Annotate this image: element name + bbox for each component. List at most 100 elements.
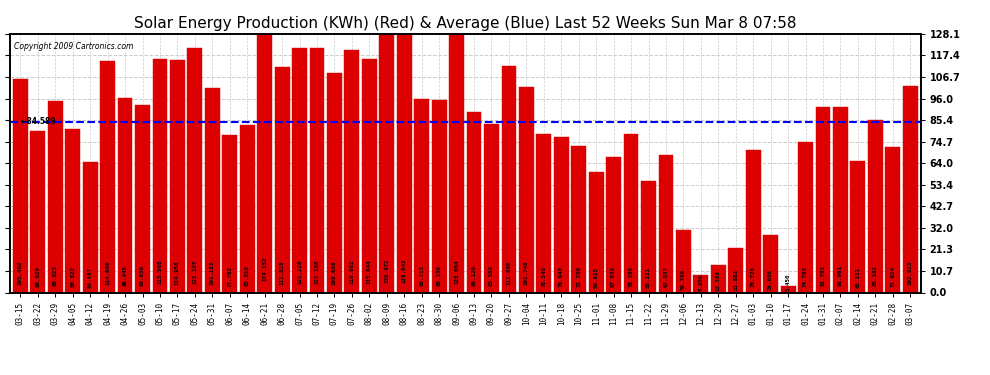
- Bar: [642, 181, 656, 292]
- Text: 28.698: 28.698: [768, 269, 773, 290]
- Text: 121.168: 121.168: [315, 260, 320, 284]
- Bar: [170, 60, 185, 292]
- Bar: [274, 67, 289, 292]
- Bar: [205, 88, 220, 292]
- Bar: [310, 48, 325, 292]
- Text: 70.726: 70.726: [750, 266, 755, 287]
- Bar: [345, 50, 359, 292]
- Text: 136.472: 136.472: [384, 259, 389, 283]
- Text: 95.023: 95.023: [52, 265, 57, 286]
- Text: 111.828: 111.828: [279, 260, 284, 285]
- Title: Solar Energy Production (KWh) (Red) & Average (Blue) Last 52 Weeks Sun Mar 8 07:: Solar Energy Production (KWh) (Red) & Av…: [134, 16, 797, 31]
- Bar: [624, 134, 639, 292]
- Bar: [763, 234, 778, 292]
- Bar: [745, 150, 760, 292]
- Text: 21.882: 21.882: [734, 269, 739, 290]
- Text: 76.940: 76.940: [558, 266, 563, 287]
- Text: 64.487: 64.487: [88, 267, 93, 288]
- Text: 78.540: 78.540: [542, 266, 546, 287]
- Bar: [537, 134, 551, 292]
- Bar: [187, 48, 202, 292]
- Text: 101.183: 101.183: [210, 261, 215, 285]
- Text: 74.705: 74.705: [803, 266, 808, 287]
- Text: 91.761: 91.761: [821, 265, 826, 286]
- Bar: [152, 59, 167, 292]
- Bar: [885, 147, 900, 292]
- Text: 101.748: 101.748: [524, 261, 529, 285]
- Bar: [223, 135, 238, 292]
- Text: 85.182: 85.182: [873, 266, 878, 286]
- Bar: [484, 124, 499, 292]
- Text: 93.030: 93.030: [140, 265, 145, 286]
- Text: 114.699: 114.699: [105, 260, 110, 285]
- Text: 121.107: 121.107: [192, 260, 197, 284]
- Bar: [327, 73, 342, 292]
- Text: 71.924: 71.924: [890, 266, 895, 287]
- Bar: [798, 142, 813, 292]
- Bar: [833, 107, 847, 292]
- Bar: [553, 137, 568, 292]
- Text: 105.492: 105.492: [18, 261, 23, 285]
- Text: 95.156: 95.156: [437, 265, 442, 286]
- Text: 121.220: 121.220: [297, 260, 302, 284]
- Text: 91.961: 91.961: [838, 265, 842, 286]
- Text: 8.650: 8.650: [698, 273, 703, 291]
- Text: ←84.589: ←84.589: [21, 117, 56, 126]
- Bar: [13, 80, 28, 292]
- Bar: [135, 105, 149, 292]
- Bar: [571, 146, 586, 292]
- Text: 114.958: 114.958: [175, 260, 180, 285]
- Text: 78.380: 78.380: [629, 266, 634, 287]
- Bar: [48, 100, 62, 292]
- Text: 83.503: 83.503: [489, 266, 494, 286]
- Bar: [466, 112, 481, 292]
- Bar: [816, 107, 831, 292]
- Bar: [868, 120, 883, 292]
- Text: 95.713: 95.713: [419, 265, 424, 286]
- Text: 115.568: 115.568: [157, 260, 162, 285]
- Text: 55.321: 55.321: [646, 267, 651, 288]
- Text: 59.625: 59.625: [594, 267, 599, 288]
- Bar: [362, 59, 377, 292]
- Text: 80.029: 80.029: [36, 266, 41, 286]
- Bar: [449, 34, 464, 292]
- Bar: [903, 86, 918, 292]
- Bar: [292, 48, 307, 292]
- Bar: [676, 230, 691, 292]
- Text: 89.129: 89.129: [471, 265, 476, 286]
- Text: 174.152: 174.152: [262, 256, 267, 281]
- Bar: [850, 161, 865, 292]
- Bar: [711, 266, 726, 292]
- Text: 136.643: 136.643: [402, 259, 407, 283]
- Bar: [397, 16, 412, 292]
- Text: 115.644: 115.644: [367, 260, 372, 285]
- Bar: [781, 285, 796, 292]
- Bar: [118, 98, 133, 292]
- Text: 13.388: 13.388: [716, 270, 721, 291]
- Bar: [240, 125, 254, 292]
- Bar: [519, 87, 534, 292]
- Text: 30.780: 30.780: [681, 268, 686, 290]
- Bar: [606, 157, 621, 292]
- Bar: [414, 99, 429, 292]
- Text: 82.818: 82.818: [245, 266, 249, 286]
- Bar: [432, 100, 446, 292]
- Bar: [729, 248, 743, 292]
- Text: Copyright 2009 Cartronics.com: Copyright 2009 Cartronics.com: [15, 42, 134, 51]
- Bar: [658, 155, 673, 292]
- Text: 111.890: 111.890: [507, 260, 512, 285]
- Text: 102.023: 102.023: [908, 261, 913, 285]
- Bar: [83, 162, 98, 292]
- Text: 3.450: 3.450: [786, 274, 791, 291]
- Text: 108.638: 108.638: [332, 260, 337, 285]
- Text: 96.445: 96.445: [123, 265, 128, 286]
- Bar: [31, 131, 46, 292]
- Bar: [100, 61, 115, 292]
- Text: 119.982: 119.982: [349, 260, 354, 284]
- Bar: [693, 275, 708, 292]
- Bar: [257, 0, 272, 292]
- Text: 67.030: 67.030: [611, 266, 616, 287]
- Text: 128.064: 128.064: [454, 259, 459, 284]
- Text: 65.111: 65.111: [855, 267, 860, 288]
- Bar: [502, 66, 517, 292]
